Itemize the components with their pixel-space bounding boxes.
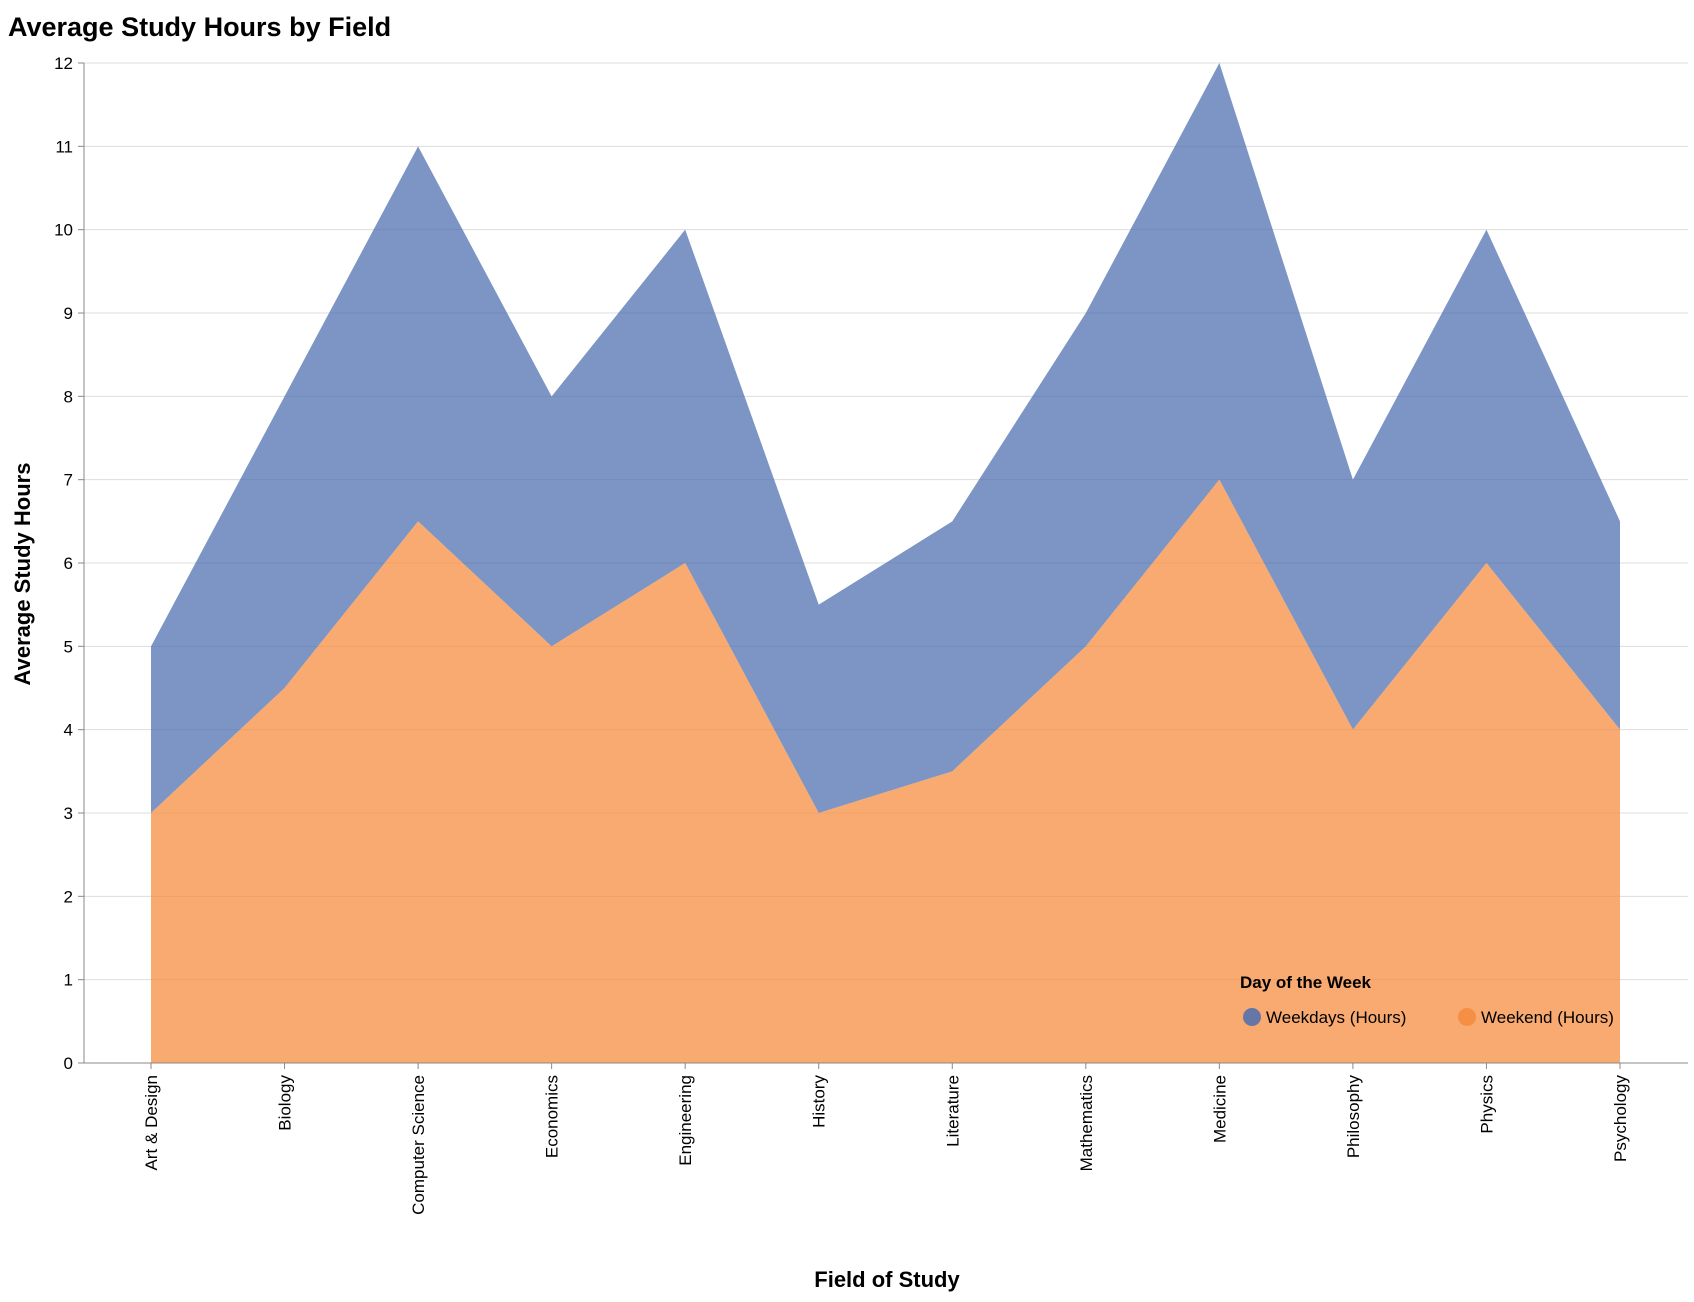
y-tick-label: 8	[64, 387, 73, 406]
x-tick-label: Art & Design	[142, 1075, 161, 1170]
legend-title: Day of the Week	[1240, 973, 1372, 992]
x-tick-label: Biology	[276, 1075, 295, 1131]
x-axis-title: Field of Study	[814, 1267, 960, 1292]
legend: Day of the Week Weekdays (Hours) Weekend …	[1240, 973, 1614, 1027]
x-tick-label: Physics	[1477, 1075, 1496, 1134]
y-tick-label: 4	[64, 721, 73, 740]
legend-swatch	[1243, 1008, 1261, 1026]
y-tick-label: 5	[64, 637, 73, 656]
y-tick-label: 3	[64, 804, 73, 823]
series-areas	[151, 63, 1620, 1064]
legend-item: Weekend (Hours)	[1458, 1008, 1614, 1027]
y-tick-label: 9	[64, 304, 73, 323]
x-tick-label: Computer Science	[409, 1075, 428, 1215]
legend-label: Weekend (Hours)	[1481, 1008, 1614, 1027]
y-tick-label: 1	[64, 971, 73, 990]
legend-swatch	[1458, 1008, 1476, 1026]
x-tick-label: Engineering	[676, 1075, 695, 1166]
weekend-area	[151, 479, 1620, 1064]
y-tick-label: 7	[64, 471, 73, 490]
x-tick-label: Psychology	[1611, 1075, 1630, 1162]
x-tick-label: Economics	[543, 1075, 562, 1158]
weekdays-area	[151, 63, 1620, 813]
legend-items: Weekdays (Hours) Weekend (Hours)	[1243, 1008, 1614, 1027]
y-tick-label: 10	[54, 221, 73, 240]
legend-label: Weekdays (Hours)	[1266, 1008, 1406, 1027]
x-tick-label: History	[810, 1075, 829, 1128]
legend-item: Weekdays (Hours)	[1243, 1008, 1406, 1027]
x-tick-label: Mathematics	[1077, 1075, 1096, 1171]
x-tick-label: Literature	[943, 1075, 962, 1147]
y-axis-title: Average Study Hours	[10, 463, 35, 686]
y-tick-label: 11	[55, 137, 73, 156]
y-tick-label: 2	[64, 887, 73, 906]
x-tick-label: Medicine	[1210, 1075, 1229, 1143]
y-tick-label: 12	[54, 54, 73, 73]
y-tick-label: 6	[64, 554, 73, 573]
y-tick-label: 0	[64, 1054, 73, 1073]
chart-title: Average Study Hours by Field	[8, 12, 391, 42]
x-tick-label: Philosophy	[1344, 1075, 1363, 1159]
